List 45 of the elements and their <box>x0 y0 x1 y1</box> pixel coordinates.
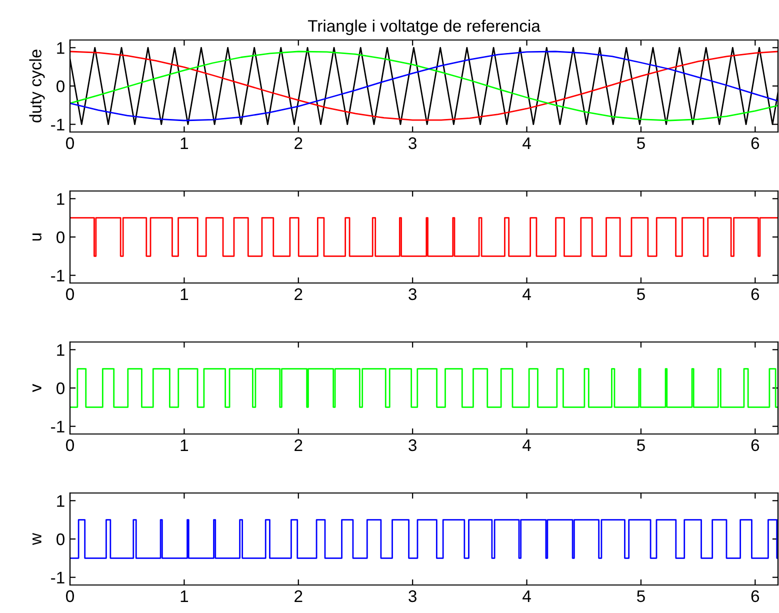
x-tick-label: 1 <box>180 439 188 451</box>
y-tick-label: -1 <box>51 572 64 584</box>
y-tick-label: 1 <box>57 495 64 507</box>
x-tick-label: 3 <box>408 590 416 602</box>
x-tick-label: 4 <box>522 288 531 300</box>
x-tick-label: 3 <box>408 137 416 150</box>
y-tick-label: 0 <box>56 231 64 244</box>
x-tick-label: 5 <box>637 137 645 150</box>
x-tick-label: 6 <box>751 288 760 300</box>
y-tick-label: -1 <box>51 118 64 130</box>
x-tick-label: 3 <box>408 288 416 300</box>
x-tick-label: 2 <box>294 439 302 451</box>
x-tick-label: 4 <box>522 439 531 451</box>
y-tick-label: 1 <box>57 344 64 356</box>
x-tick-label: 6 <box>751 137 760 150</box>
x-tick-label: 6 <box>751 439 760 452</box>
y-axis-title: w <box>32 532 42 546</box>
x-tick-label: 1 <box>180 288 188 300</box>
y-tick-label: 0 <box>56 80 64 92</box>
y-tick-label: 0 <box>56 382 64 394</box>
x-tick-label: 5 <box>637 590 645 602</box>
y-axis-title: duty cycle <box>29 50 45 122</box>
x-tick-label: 5 <box>637 288 645 300</box>
x-tick-label: 4 <box>522 590 531 602</box>
y-axis-title: u <box>32 233 42 241</box>
x-tick-label: 0 <box>66 137 74 150</box>
x-tick-label: 2 <box>294 590 302 602</box>
y-tick-label: -1 <box>51 420 64 432</box>
x-tick-label: 6 <box>751 590 760 602</box>
y-tick-label: 1 <box>57 193 64 205</box>
y-axis-title: v <box>32 384 42 392</box>
x-tick-label: 0 <box>66 439 74 452</box>
x-tick-label: 2 <box>294 137 302 149</box>
x-tick-label: 5 <box>637 439 645 452</box>
y-tick-label: -1 <box>51 270 64 282</box>
x-tick-label: 0 <box>66 288 74 300</box>
x-tick-label: 1 <box>180 590 188 602</box>
x-tick-label: 2 <box>294 288 302 300</box>
y-tick-label: 0 <box>56 533 64 546</box>
x-tick-label: 4 <box>522 137 531 149</box>
x-tick-label: 0 <box>66 590 74 602</box>
x-tick-label: 1 <box>180 137 188 149</box>
x-tick-label: 3 <box>408 439 416 452</box>
chart-title: Triangle i voltatge de referencia <box>308 20 540 36</box>
y-tick-label: 1 <box>57 42 64 54</box>
